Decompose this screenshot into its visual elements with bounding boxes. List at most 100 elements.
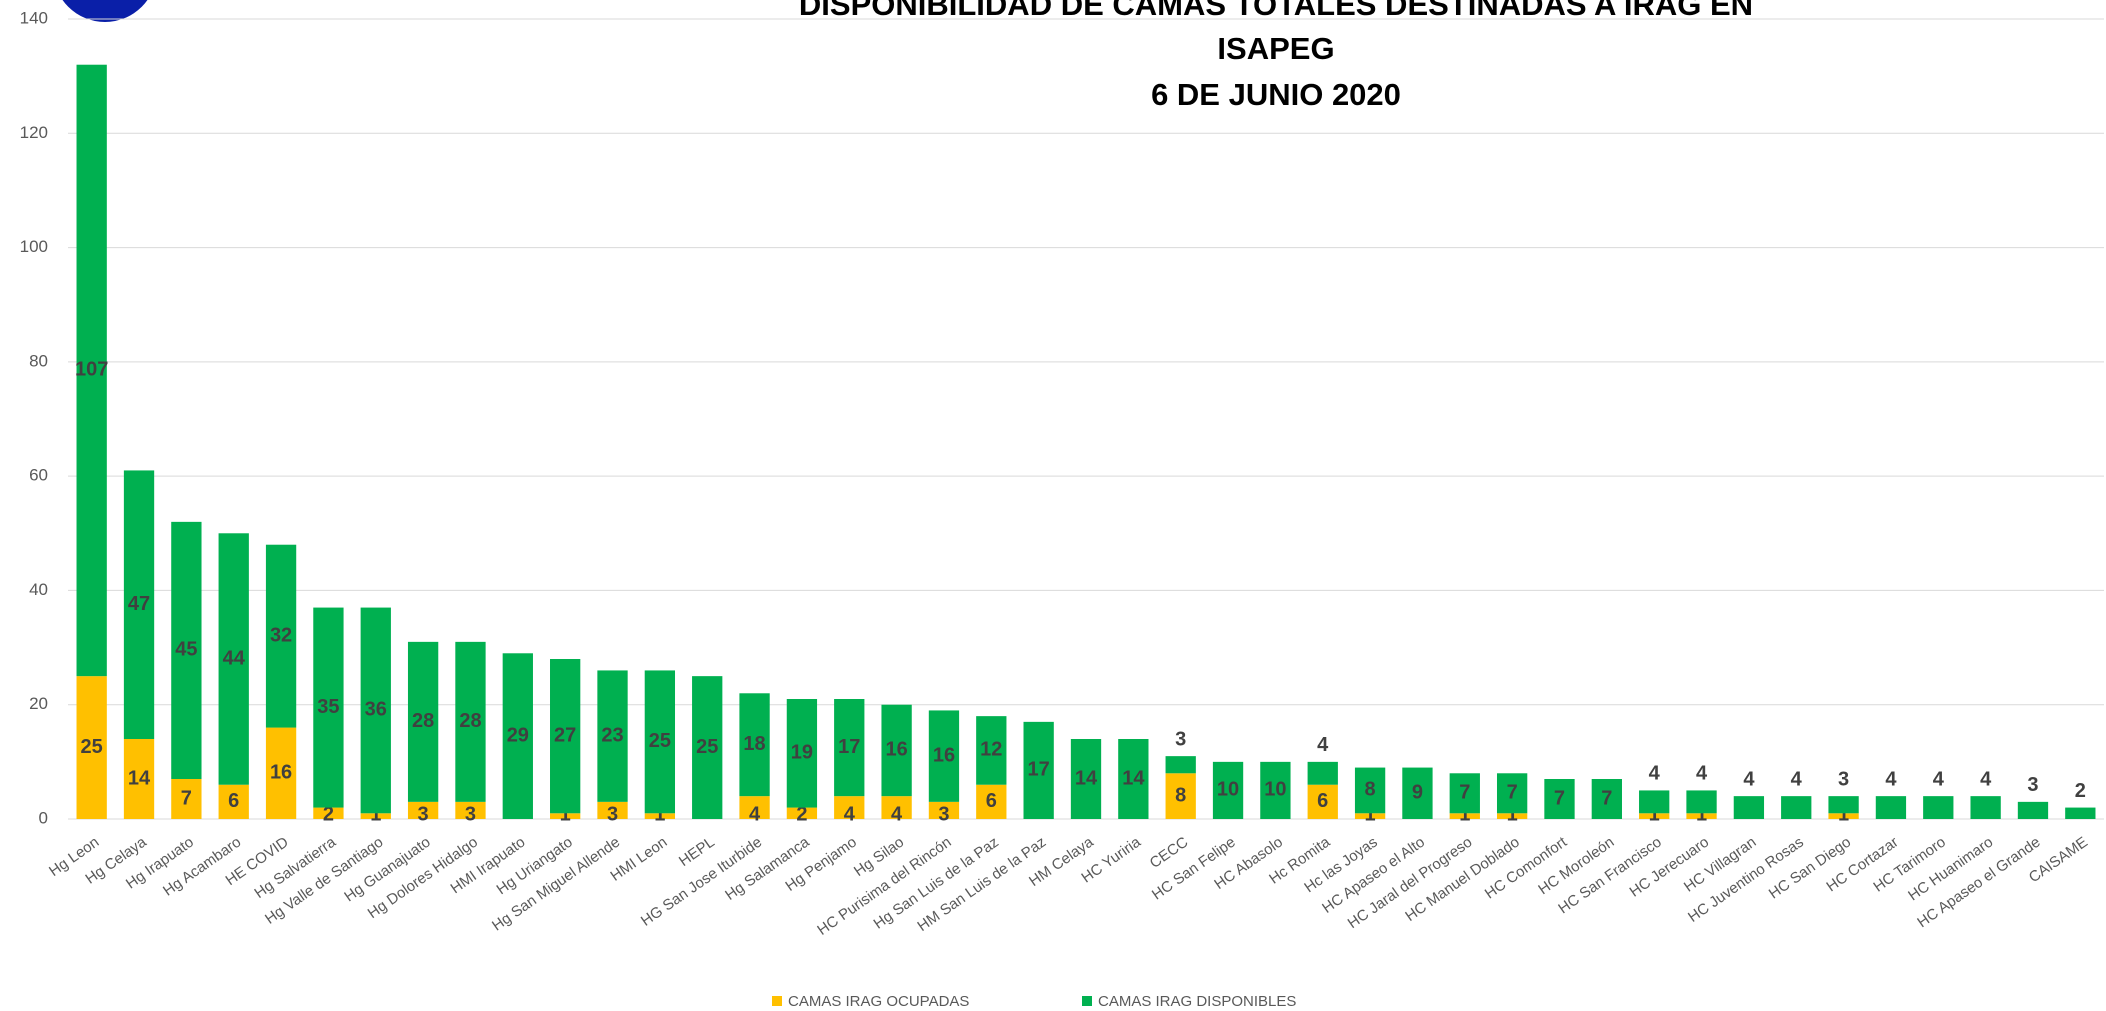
data-label: 18 — [743, 733, 765, 755]
bar-segment — [597, 670, 628, 802]
y-tick-label: 100 — [20, 237, 48, 256]
bar-segment — [407, 641, 439, 802]
data-label: 7 — [1459, 782, 1470, 804]
logo — [62, 0, 148, 22]
data-label: 17 — [1028, 759, 1050, 781]
data-label: 29 — [507, 724, 529, 746]
legend-label: CAMAS IRAG DISPONIBLES — [1098, 993, 1296, 1010]
bar-segment — [313, 607, 344, 808]
y-tick-label: 20 — [29, 694, 48, 713]
data-label: 4 — [1980, 768, 1992, 790]
bar-segment — [1639, 790, 1670, 814]
data-label: 4 — [891, 803, 903, 825]
data-label: 10 — [1264, 779, 1286, 801]
bar-segment — [1402, 767, 1433, 819]
data-label: 4 — [1933, 768, 1945, 790]
data-label: 6 — [1317, 790, 1328, 812]
data-label: 36 — [365, 699, 387, 721]
bar-segment — [786, 807, 818, 819]
data-label: 4 — [1317, 734, 1329, 756]
bar-segment — [1544, 779, 1575, 819]
bar-segment — [171, 779, 202, 819]
data-label: 3 — [1175, 728, 1186, 750]
data-label: 1 — [1838, 803, 1849, 825]
data-label: 28 — [459, 710, 481, 732]
data-label: 107 — [75, 359, 108, 381]
bar-segment — [265, 727, 297, 819]
bar-segment — [881, 704, 912, 797]
data-label: 16 — [885, 739, 907, 761]
y-tick-label: 80 — [29, 351, 48, 370]
bar-segment — [1354, 813, 1386, 819]
data-label: 2 — [323, 803, 334, 825]
bar-segment — [550, 813, 581, 819]
data-label: 4 — [1696, 763, 1708, 785]
bar-segment — [1970, 796, 2001, 819]
data-label: 6 — [228, 790, 239, 812]
bar-segment — [1165, 756, 1196, 774]
data-label: 45 — [175, 639, 197, 661]
bar-segment — [786, 699, 818, 808]
data-label: 32 — [270, 624, 292, 646]
bar-segment — [455, 801, 486, 819]
bar-segment — [739, 796, 770, 819]
data-label: 2 — [796, 803, 807, 825]
legend-swatch — [1082, 996, 1092, 1006]
data-label: 23 — [601, 724, 623, 746]
bar-segment — [1686, 813, 1717, 819]
data-label: 1 — [370, 803, 381, 825]
legend-label: CAMAS IRAG OCUPADAS — [788, 993, 969, 1010]
data-label: 7 — [181, 787, 192, 809]
bar-segment — [1496, 773, 1528, 814]
chart-title: DISPONIBILIDAD DE CAMAS TOTALES DESTINAD… — [799, 0, 1753, 22]
bar-segment — [1496, 813, 1528, 819]
data-label: 3 — [2027, 774, 2038, 796]
bar-segment — [171, 521, 202, 779]
data-label: 1 — [1649, 803, 1660, 825]
data-label: 1 — [1507, 803, 1518, 825]
bar-segment — [597, 801, 628, 819]
bar-segment — [1307, 784, 1338, 819]
data-label: 4 — [1743, 768, 1755, 790]
data-label: 7 — [1601, 787, 1612, 809]
bar-segment — [455, 641, 486, 802]
data-label: 3 — [465, 803, 476, 825]
bar-segment — [1639, 813, 1670, 819]
bar-segment — [76, 64, 107, 677]
data-label: 25 — [696, 736, 718, 758]
data-label: 16 — [933, 744, 955, 766]
bar-segment — [502, 653, 533, 819]
bar-segment — [739, 693, 770, 797]
data-label: 44 — [223, 647, 246, 669]
bar-segment — [407, 801, 439, 819]
bar-segment — [550, 659, 581, 814]
data-label: 17 — [838, 736, 860, 758]
bar-segment — [2017, 801, 2049, 819]
data-label: 1 — [1459, 803, 1470, 825]
bar-segment — [1828, 813, 1859, 819]
bar-segment — [1923, 796, 1954, 819]
bar-segment — [313, 807, 344, 819]
y-tick-label: 140 — [20, 8, 48, 27]
bar-segment — [1733, 796, 1765, 819]
bar-segment — [1212, 761, 1244, 819]
y-tick-label: 60 — [29, 466, 48, 485]
bar-segment — [1165, 773, 1196, 819]
data-label: 7 — [1554, 787, 1565, 809]
bar-segment — [360, 813, 391, 819]
bar-segment — [644, 813, 676, 819]
bar-segment — [834, 796, 865, 819]
bar-segment — [881, 796, 912, 819]
bar-segment — [1070, 739, 1102, 819]
bar-segment — [1591, 779, 1622, 819]
data-label: 10 — [1217, 779, 1239, 801]
bar-segment — [123, 470, 155, 739]
bar-segment — [976, 784, 1007, 819]
data-label: 7 — [1507, 782, 1518, 804]
data-label: 3 — [1838, 768, 1849, 790]
data-label: 14 — [128, 767, 151, 789]
bar-segment — [76, 676, 107, 819]
bar-segment — [218, 784, 249, 819]
data-label: 25 — [649, 730, 671, 752]
